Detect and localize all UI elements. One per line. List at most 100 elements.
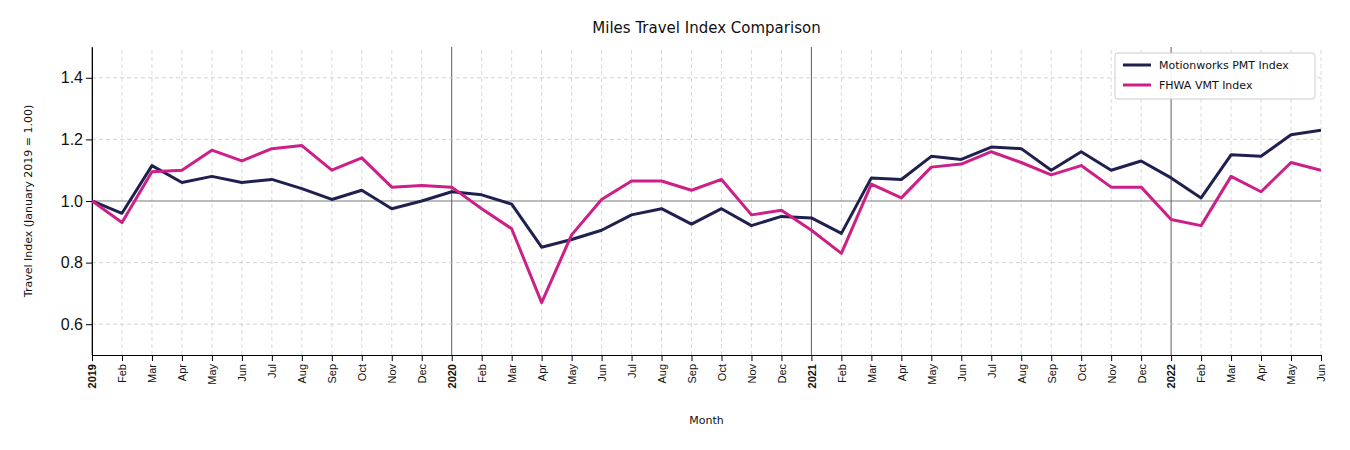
title: Miles Travel Index Comparison xyxy=(592,19,820,37)
x-tick-mark xyxy=(811,355,812,361)
x-tick: Jun xyxy=(596,355,608,382)
x-tick: Feb xyxy=(476,355,488,383)
x-tick-label: Feb xyxy=(476,364,488,383)
x-tick: May xyxy=(566,355,578,385)
x-tick-mark xyxy=(841,355,842,361)
y-grid-line xyxy=(92,139,1321,140)
y-tick: 0.8 xyxy=(61,254,92,271)
x-tick: 2019 xyxy=(86,355,98,388)
x-tick-label: Mar xyxy=(146,364,158,383)
x-tick-mark xyxy=(1231,355,1232,361)
x-tick-label: Apr xyxy=(1255,364,1267,381)
y-tick-label: 1.0 xyxy=(61,193,83,210)
x-tick-mark xyxy=(1201,355,1202,361)
y-tick-mark xyxy=(86,324,92,325)
legend-box xyxy=(1115,53,1315,99)
x-tick: Mar xyxy=(506,355,518,383)
x-tick: Apr xyxy=(176,355,188,381)
x-tick: Jul xyxy=(626,355,638,378)
x-tick-label: Oct xyxy=(1076,364,1088,381)
x-tick-mark xyxy=(781,355,782,361)
x-tick-label: Jun xyxy=(956,364,968,382)
y-tick-label: 1.4 xyxy=(61,69,83,86)
x-tick: Aug xyxy=(1016,355,1028,384)
x-axis-title: Month xyxy=(689,414,724,427)
x-tick-label: Jul xyxy=(986,364,998,378)
x-tick-mark xyxy=(1021,355,1022,361)
x-tick-mark xyxy=(602,355,603,361)
x-tick-label: May xyxy=(566,364,578,385)
x-tick-label: Apr xyxy=(176,364,188,381)
x-tick-mark xyxy=(122,355,123,361)
x-tick-label: 2022 xyxy=(1165,364,1177,388)
legend-swatch xyxy=(1123,84,1151,87)
x-tick: Sep xyxy=(686,355,698,384)
x-tick-label: Feb xyxy=(116,364,128,383)
x-tick: Jul xyxy=(986,355,998,378)
x-tick: May xyxy=(1285,355,1297,385)
x-tick-label: Mar xyxy=(1225,364,1237,383)
x-tick-mark xyxy=(542,355,543,361)
x-tick: Jun xyxy=(956,355,968,382)
x-tick-label: Sep xyxy=(326,364,338,384)
x-tick-mark xyxy=(662,355,663,361)
x-tick: Aug xyxy=(296,355,308,384)
y-tick-mark xyxy=(86,263,92,264)
x-tick-mark xyxy=(1111,355,1112,361)
x-tick: Mar xyxy=(866,355,878,383)
x-tick: May xyxy=(206,355,218,385)
y-axis-title: Travel Index (January 2019 = 1.00) xyxy=(22,105,35,298)
x-tick: Dec xyxy=(416,355,428,384)
x-tick-mark xyxy=(482,355,483,361)
x-tick-label: Sep xyxy=(686,364,698,384)
x-tick-label: Mar xyxy=(866,364,878,383)
legend-label: FHWA VMT Index xyxy=(1159,79,1253,92)
x-tick: Oct xyxy=(716,355,728,381)
x-tick: May xyxy=(926,355,938,385)
y-grid-line xyxy=(92,324,1321,325)
x-tick-mark xyxy=(1321,355,1322,361)
x-tick-mark xyxy=(392,355,393,361)
legend-swatch xyxy=(1123,64,1151,67)
x-tick-label: Nov xyxy=(1106,364,1118,384)
x-tick: 2021 xyxy=(806,355,818,388)
y-tick-mark xyxy=(86,78,92,79)
y-tick: 1.0 xyxy=(61,193,92,210)
x-tick-label: Dec xyxy=(776,364,788,384)
x-tick-label: May xyxy=(1285,364,1297,385)
x-tick: Jun xyxy=(1315,355,1327,382)
x-tick-mark xyxy=(422,355,423,361)
x-tick: Sep xyxy=(326,355,338,384)
x-tick-mark xyxy=(362,355,363,361)
x-tick: Apr xyxy=(1255,355,1267,381)
y-tick: 0.6 xyxy=(61,316,92,333)
x-tick-mark xyxy=(452,355,453,361)
x-tick-label: Jul xyxy=(266,364,278,378)
x-tick-mark xyxy=(901,355,902,361)
x-tick: Dec xyxy=(776,355,788,384)
legend: Motionworks PMT IndexFHWA VMT Index xyxy=(1115,53,1315,99)
x-tick-label: Jun xyxy=(596,364,608,382)
x-tick-label: Apr xyxy=(896,364,908,381)
x-tick-label: Dec xyxy=(416,364,428,384)
x-tick: Dec xyxy=(1135,355,1147,384)
y-grid-line xyxy=(92,262,1321,263)
x-tick-mark xyxy=(182,355,183,361)
x-tick: Oct xyxy=(356,355,368,381)
y-tick-label: 1.2 xyxy=(61,131,83,148)
x-tick-mark xyxy=(302,355,303,361)
x-tick-mark xyxy=(152,355,153,361)
x-tick: Apr xyxy=(896,355,908,381)
x-tick-mark xyxy=(632,355,633,361)
x-tick-label: Nov xyxy=(746,364,758,384)
x-tick-label: 2021 xyxy=(806,364,818,388)
x-tick: 2022 xyxy=(1165,355,1177,388)
x-tick-mark xyxy=(871,355,872,361)
x-tick-mark xyxy=(212,355,213,361)
grid xyxy=(92,47,1321,355)
x-tick-mark xyxy=(961,355,962,361)
y-tick: 1.2 xyxy=(61,131,92,148)
x-tick-label: May xyxy=(926,364,938,385)
x-tick: Jul xyxy=(266,355,278,378)
x-tick: Feb xyxy=(836,355,848,383)
